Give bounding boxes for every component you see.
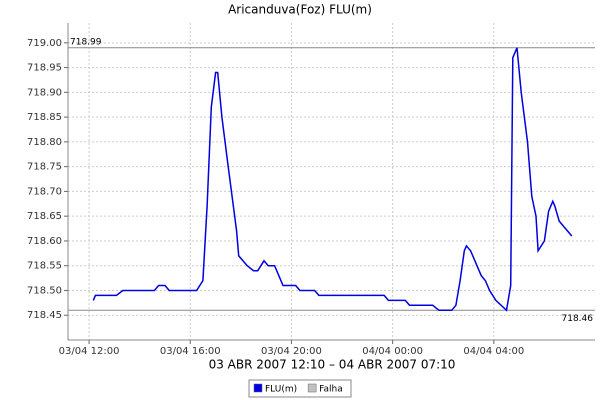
chart-title: Aricanduva(Foz) FLU(m) (228, 3, 372, 17)
y-tick-label: 718.90 (27, 87, 62, 98)
y-tick-label: 718.70 (27, 186, 62, 197)
marker-label: 718.99 (70, 37, 102, 47)
y-tick-label: 719.00 (27, 38, 62, 49)
x-tick-label: 03/04 16:00 (160, 346, 221, 357)
legend-box (248, 379, 352, 398)
legend-label: FLU(m) (265, 385, 297, 395)
legend-label: Falha (319, 385, 343, 395)
legend-swatch (253, 383, 263, 393)
y-tick-label: 718.60 (27, 236, 62, 247)
y-tick-label: 718.95 (27, 63, 62, 74)
y-tick-label: 718.45 (27, 310, 62, 321)
y-tick-label: 718.75 (27, 162, 62, 173)
y-tick-label: 718.80 (27, 137, 62, 148)
y-tick-label: 718.50 (27, 285, 62, 296)
x-tick-label: 03/04 20:00 (261, 346, 322, 357)
subtitle: 03 ABR 2007 12:10 – 04 ABR 2007 07:10 (209, 358, 456, 372)
y-tick-label: 718.55 (27, 261, 62, 272)
y-tick-label: 718.65 (27, 211, 62, 222)
x-tick-label: 03/04 12:00 (59, 346, 120, 357)
marker-label: 718.46 (562, 314, 594, 324)
x-tick-label: 04/04 00:00 (362, 346, 423, 357)
data-line (92, 47, 573, 312)
legend-swatch (307, 383, 317, 393)
y-tick-label: 718.85 (27, 112, 62, 123)
x-tick-label: 04/04 04:00 (463, 346, 524, 357)
